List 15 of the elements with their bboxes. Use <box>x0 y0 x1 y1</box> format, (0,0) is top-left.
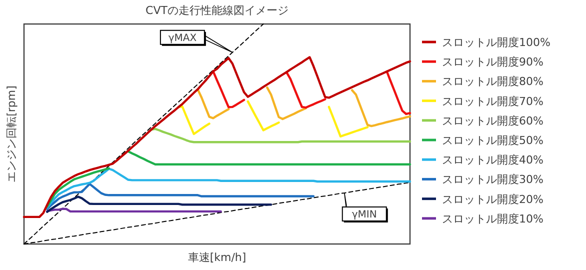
y-axis-title: エンジン回転[rpm] <box>5 86 18 182</box>
legend-label: スロットル開度100% <box>442 36 550 49</box>
legend-label: スロットル開度80% <box>442 75 544 88</box>
legend-label: スロットル開度20% <box>442 192 544 206</box>
legend-label: スロットル開度40% <box>442 154 544 167</box>
legend-label: スロットル開度50% <box>442 134 544 147</box>
legend-label: スロットル開度70% <box>442 94 544 108</box>
legend-label: スロットル開度90% <box>442 56 544 69</box>
annotation: γMIN <box>352 209 377 220</box>
chart-title: CVTの走行性能線図イメージ <box>146 4 288 17</box>
legend-label: スロットル開度10% <box>442 212 544 226</box>
legend-label: スロットル開度60% <box>442 114 544 128</box>
x-axis-title: 車速[km/h] <box>188 251 246 264</box>
legend-label: スロットル開度30% <box>442 173 544 186</box>
annotation: γMAX <box>168 32 197 44</box>
